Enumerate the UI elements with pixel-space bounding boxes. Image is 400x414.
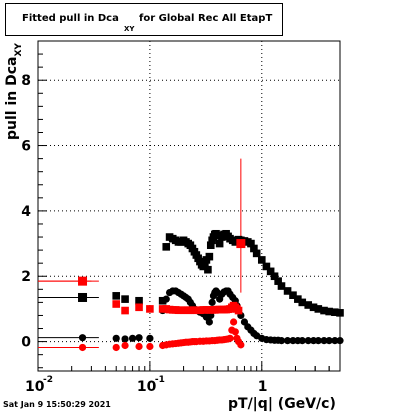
data-point-square — [158, 296, 167, 305]
data-point-square — [206, 241, 215, 250]
data-point-circle — [146, 334, 154, 342]
x-axis-label: pT/|q| (GeV/c) — [228, 396, 336, 412]
data-point-square — [298, 298, 307, 307]
data-point-circle — [78, 343, 87, 352]
data-point-circle — [78, 334, 87, 342]
data-point-square — [320, 306, 328, 315]
data-point-square — [250, 244, 258, 253]
data-point-square — [331, 308, 339, 316]
data-point-square — [289, 291, 297, 299]
data-point-circle — [320, 337, 328, 345]
data-point-circle — [128, 334, 137, 342]
data-point-square — [309, 303, 318, 312]
title-subscript: XY — [124, 25, 135, 33]
x-tick-label: 10 — [25, 379, 45, 395]
data-point-circle — [231, 328, 239, 336]
data-point-square — [215, 239, 224, 248]
y-tick-label: 0 — [21, 335, 31, 351]
y-tick-label: 8 — [21, 73, 31, 89]
error-bars — [38, 158, 242, 348]
y-tick-label: 6 — [21, 139, 31, 155]
data-point-circle — [230, 318, 238, 326]
title-main: Fitted pull in Dca — [22, 13, 119, 24]
data-point-circle — [162, 295, 170, 303]
plot-frame — [37, 40, 341, 372]
data-point-circle — [277, 337, 286, 345]
data-point-square — [205, 252, 214, 261]
data-point-square — [112, 300, 121, 308]
data-point-circle — [135, 334, 143, 342]
x-tick-label: 1 — [258, 379, 268, 395]
data-point-square — [247, 239, 255, 248]
data-point-square — [78, 292, 88, 302]
date-stamp: Sat Jan 9 15:50:29 2021 — [3, 400, 111, 409]
data-point-square — [234, 306, 243, 315]
data-point-circle — [331, 337, 339, 345]
data-point-square — [336, 309, 344, 317]
data-point-square — [304, 301, 313, 309]
data-point-square — [135, 303, 143, 312]
data-point-square — [146, 305, 154, 313]
x-tick-label: 10 — [137, 379, 157, 395]
data-point-square — [252, 249, 261, 258]
data-point-circle — [205, 318, 213, 326]
data-point-circle — [298, 337, 306, 345]
y-tick-label: 4 — [21, 204, 31, 220]
y-axis-label-main: pull in Dca — [4, 56, 20, 140]
data-point-circle — [112, 334, 120, 342]
data-point-square — [325, 307, 333, 316]
x-tick-label-exponent: -2 — [43, 375, 53, 385]
data-point-square — [204, 265, 212, 274]
data-point-circle — [325, 337, 333, 345]
data-point-square — [135, 296, 143, 305]
data-point-circle — [237, 341, 245, 349]
data-point-circle — [121, 341, 129, 350]
y-tick-label: 2 — [21, 269, 31, 285]
data-point-circle — [135, 342, 143, 351]
data-point-circle — [121, 335, 129, 343]
y-axis-label: pull in DcaXY — [4, 43, 24, 140]
data-point-circle — [226, 334, 234, 342]
data-point-square — [274, 277, 282, 285]
data-point-circle — [146, 342, 154, 351]
data-point-square — [277, 282, 286, 290]
data-point-square — [121, 295, 129, 303]
data-point-square — [257, 256, 266, 264]
data-point-square — [213, 231, 222, 240]
title-box: Fitted pull in Dca XY for Global Rec All… — [5, 3, 283, 36]
data-point-square — [283, 287, 292, 295]
grid-lines — [37, 41, 340, 371]
data-point-circle — [112, 343, 120, 352]
data-point-circle — [208, 298, 216, 306]
data-point-square — [294, 295, 302, 303]
data-point-square — [236, 239, 246, 249]
data-point-square — [266, 267, 275, 276]
data-point-circle — [336, 337, 344, 345]
data-point-square — [112, 292, 121, 300]
data-point-square — [314, 305, 323, 313]
data-point-square — [162, 243, 171, 251]
data-point-circle — [304, 337, 312, 345]
data-point-circle — [283, 337, 292, 345]
data-point-square — [262, 262, 271, 271]
data-point-circle — [314, 337, 322, 345]
data-markers — [78, 229, 344, 352]
title-rest: for Global Rec All EtapT — [139, 13, 273, 24]
data-point-square — [78, 276, 88, 286]
x-tick-label-exponent: -1 — [155, 375, 165, 385]
y-axis-label-subscript: XY — [14, 43, 24, 57]
axis-ticks — [37, 53, 341, 371]
data-point-square — [121, 306, 129, 315]
data-point-square — [270, 272, 279, 281]
